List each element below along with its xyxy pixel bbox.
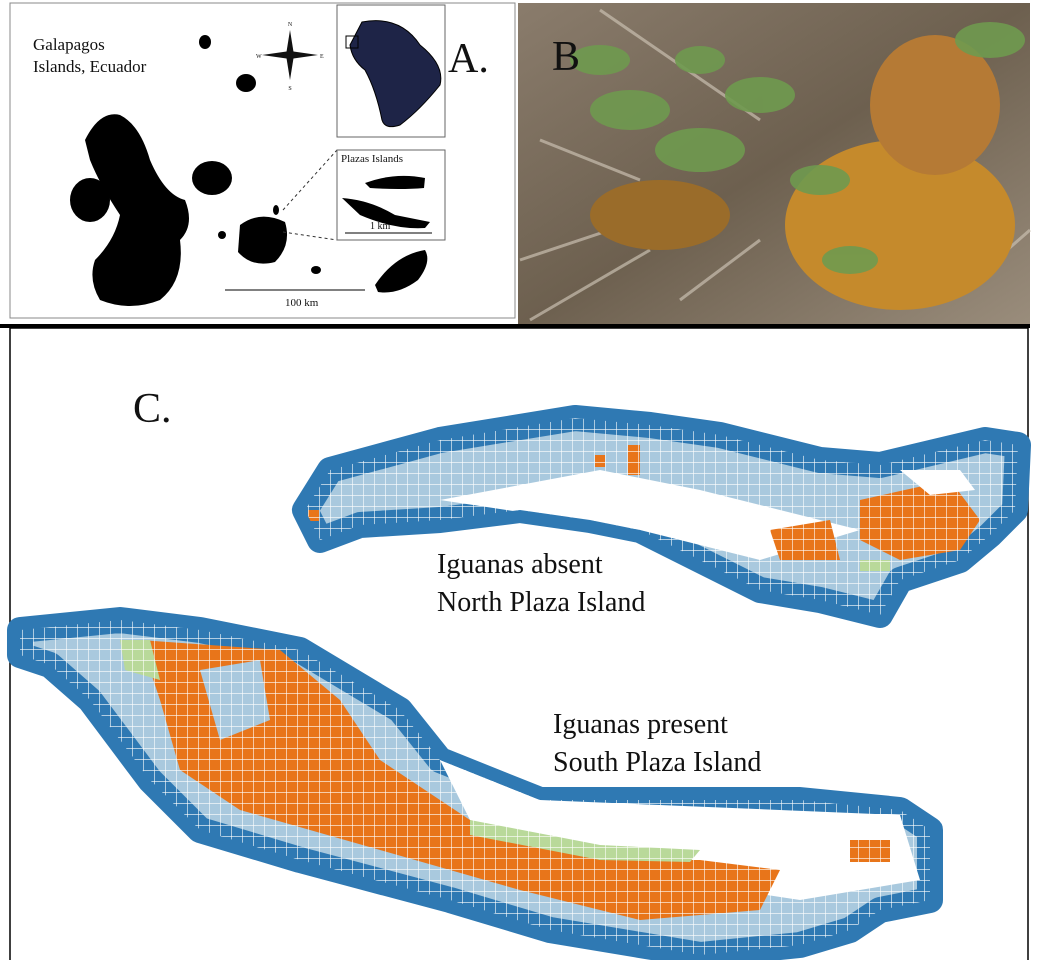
compass-s: S (288, 86, 291, 92)
panel-label: C. (133, 386, 172, 432)
panel-label: A. (448, 36, 489, 82)
map-title: Galapagos (33, 35, 105, 54)
inset-title: Plazas Islands (341, 153, 403, 165)
panel-a: Galapagos Islands, Ecuador N S E W 100 k… (10, 3, 515, 318)
panel-b: B (518, 3, 1030, 326)
inset-scale: 1 km (370, 221, 391, 232)
island-label: North Plaza Island (437, 587, 645, 618)
compass-w: W (256, 54, 262, 60)
figure: Galapagos Islands, Ecuador N S E W 100 k… (0, 0, 1037, 960)
compass-e: E (320, 54, 324, 60)
island-label: Iguanas present (553, 709, 728, 740)
page: Galapagos Islands, Ecuador N S E W 100 k… (0, 0, 1037, 960)
island-label: South Plaza Island (553, 747, 761, 778)
panel-c: C. Iguanas absent North Plaza Island Igu… (0, 326, 1030, 960)
island-label: Iguanas absent (437, 549, 603, 580)
compass-n: N (288, 22, 293, 28)
map-title: Islands, Ecuador (33, 57, 147, 76)
panel-label: B (552, 34, 580, 80)
scale-label: 100 km (285, 297, 319, 309)
